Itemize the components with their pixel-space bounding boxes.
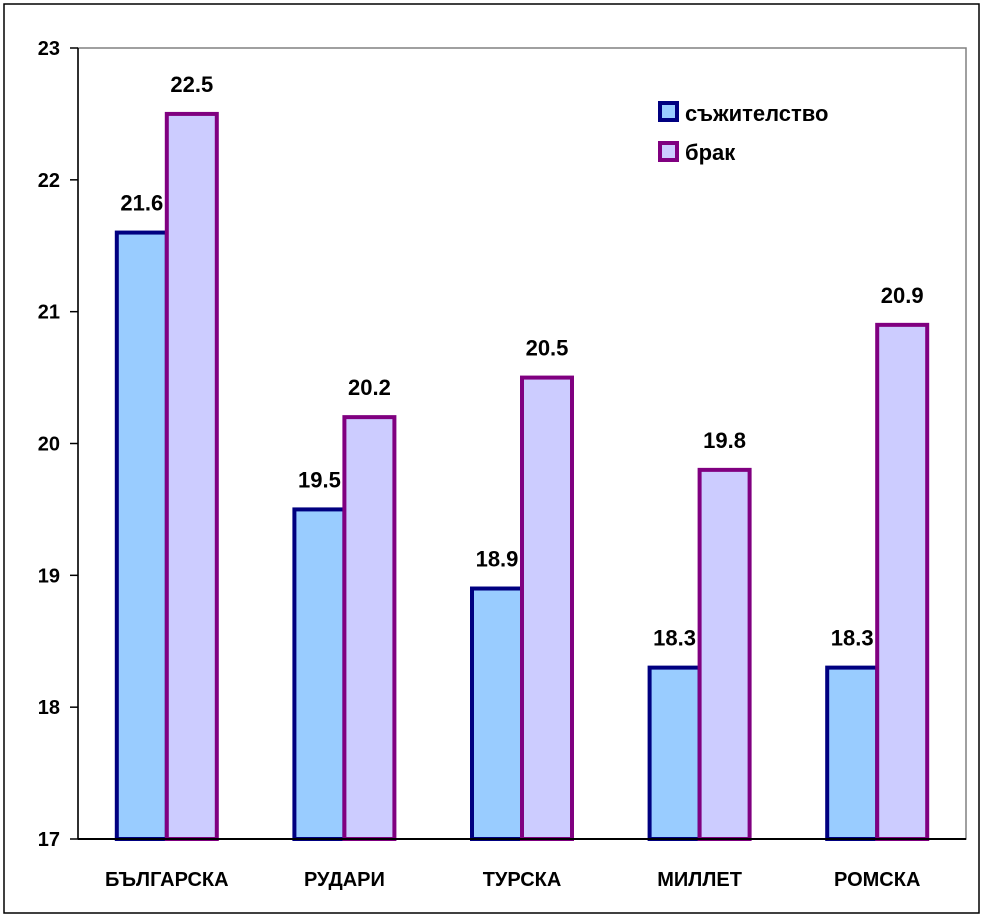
x-category-label: РОМСКА <box>834 869 920 891</box>
data-label: 21.6 <box>120 191 163 216</box>
data-label: 20.9 <box>881 283 924 308</box>
legend: съжителство брак <box>616 85 891 180</box>
x-category-label: МИЛЛЕТ <box>657 869 742 891</box>
y-tick-label: 23 <box>38 38 60 60</box>
data-label: 19.8 <box>703 428 746 453</box>
data-label: 18.3 <box>831 626 874 651</box>
bar-marriage <box>342 415 397 841</box>
legend-label-marriage: брак <box>685 140 736 165</box>
bars-group <box>114 111 930 842</box>
data-label: 22.5 <box>170 72 213 97</box>
bar-cohabitation <box>292 507 347 841</box>
y-tick-label: 19 <box>38 565 60 587</box>
y-tick-label: 20 <box>38 434 60 456</box>
x-category-label: РУДАРИ <box>304 869 385 891</box>
legend-box <box>616 85 891 180</box>
y-tick-label: 18 <box>38 697 60 719</box>
bar-marriage <box>875 322 930 842</box>
y-axis: 17 18 19 20 21 22 23 <box>38 38 79 851</box>
y-tick-label: 17 <box>38 829 60 851</box>
data-labels-group: 21.6 22.5 19.5 20.2 18.9 20.5 18.3 19.8 18.3 20.9 <box>120 72 923 651</box>
data-label: 20.2 <box>348 375 391 400</box>
y-tick-label: 21 <box>38 302 60 324</box>
bar-marriage <box>520 375 574 841</box>
data-label: 20.5 <box>526 336 569 361</box>
data-label: 18.9 <box>476 547 519 572</box>
x-axis: БЪЛГАРСКА РУДАРИ ТУРСКА МИЛЛЕТ РОМСКА <box>78 838 966 891</box>
legend-swatch-marriage <box>658 141 679 162</box>
legend-swatch-cohabitation <box>658 101 679 122</box>
x-category-label: БЪЛГАРСКА <box>105 869 229 891</box>
bar-cohabitation <box>470 586 524 841</box>
y-tick-label: 22 <box>38 170 60 192</box>
bar-marriage <box>697 467 752 841</box>
bar-cohabitation <box>647 665 702 841</box>
bar-cohabitation <box>825 665 880 841</box>
data-label: 19.5 <box>298 467 341 492</box>
legend-label-cohabitation: съжителство <box>685 101 828 126</box>
x-category-label: ТУРСКА <box>483 869 562 891</box>
bar-cohabitation <box>114 230 169 842</box>
data-label: 18.3 <box>653 626 696 651</box>
bar-marriage <box>164 111 219 841</box>
